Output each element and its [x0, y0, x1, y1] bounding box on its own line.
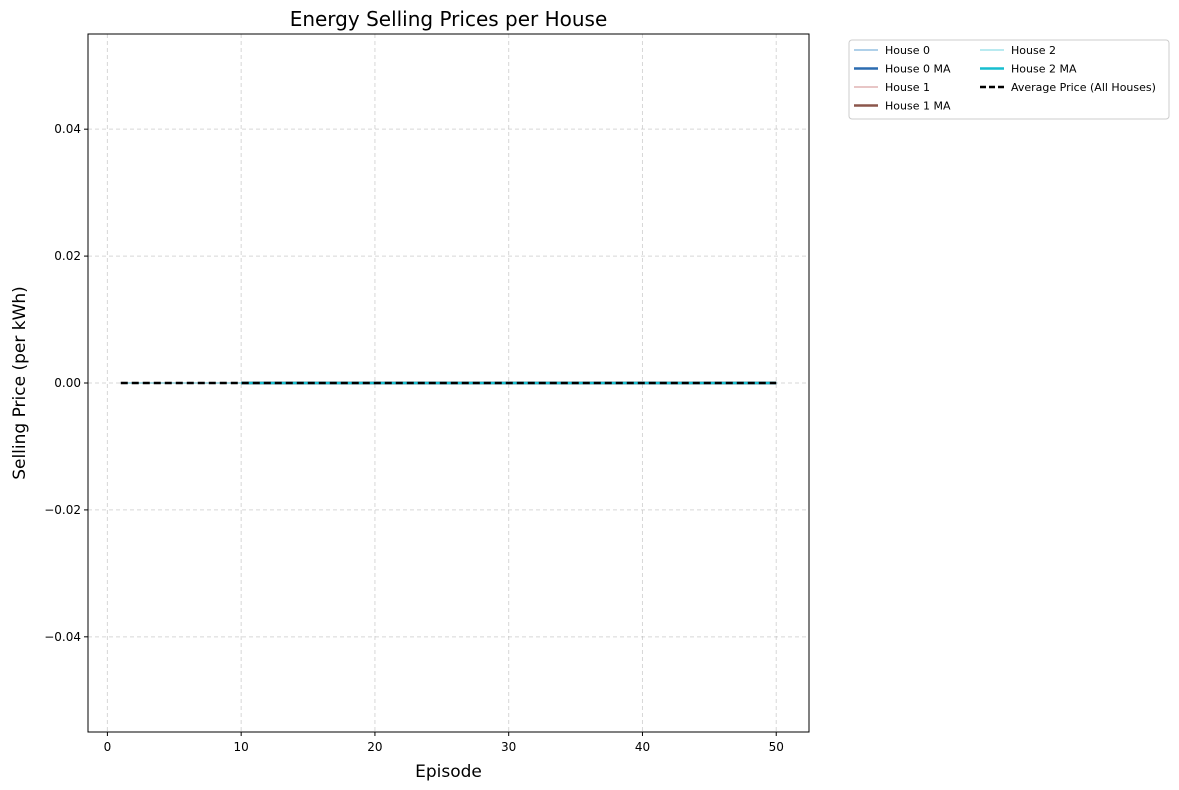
y-axis-title: Selling Price (per kWh) — [10, 286, 30, 480]
legend-label-4: House 2 — [1011, 44, 1056, 57]
legend: House 0 House 0 MA House 1 House 1 MA House … — [848, 39, 1170, 120]
x-axis: 0 10 20 30 40 50 — [104, 732, 784, 754]
x-tick-label: 20 — [367, 740, 382, 754]
x-axis-title: Episode — [415, 762, 482, 782]
legend-label-2: House 1 — [885, 81, 930, 94]
x-tick-label: 40 — [635, 740, 650, 754]
y-tick-label: −0.04 — [44, 630, 81, 644]
y-axis: −0.04 −0.02 0.00 0.02 0.04 — [44, 122, 88, 644]
legend-frame — [848, 39, 1170, 120]
legend-label-5: House 2 MA — [1011, 63, 1077, 76]
chart-title: Energy Selling Prices per House — [290, 7, 608, 31]
y-tick-label: 0.00 — [54, 376, 81, 390]
x-tick-label: 10 — [234, 740, 249, 754]
x-tick-label: 30 — [501, 740, 516, 754]
legend-label-1: House 0 MA — [885, 63, 951, 76]
x-tick-label: 0 — [104, 740, 112, 754]
y-tick-label: 0.04 — [54, 122, 81, 136]
y-tick-label: −0.02 — [44, 503, 81, 517]
legend-label-6: Average Price (All Houses) — [1011, 81, 1156, 94]
legend-label-3: House 1 MA — [885, 100, 951, 113]
y-tick-label: 0.02 — [54, 249, 81, 263]
legend-label-0: House 0 — [885, 44, 930, 57]
x-tick-label: 50 — [769, 740, 784, 754]
